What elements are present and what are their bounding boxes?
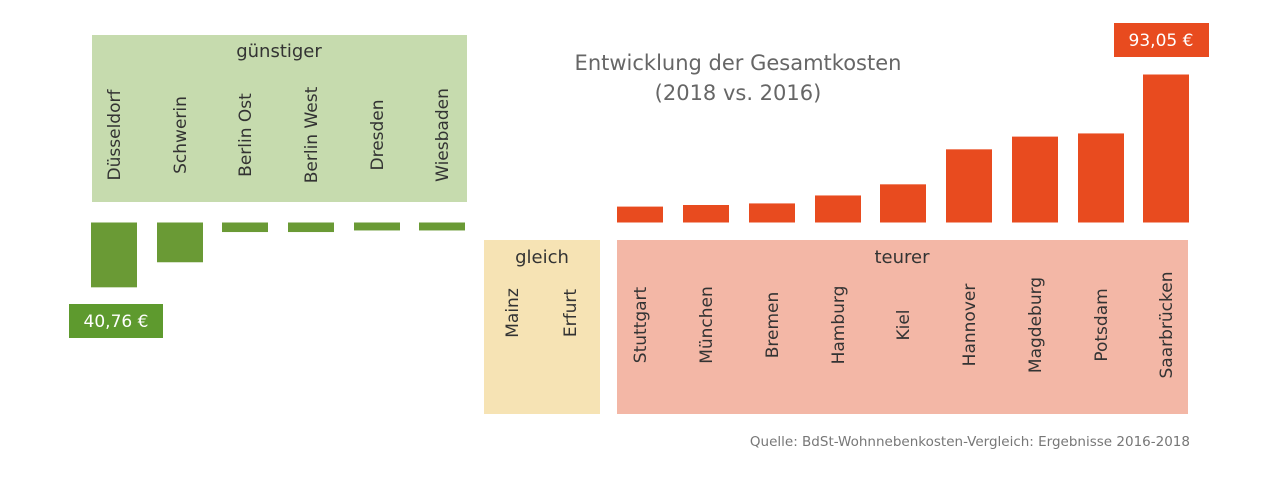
category-label: Schwerin [171,96,191,174]
category-label: Düsseldorf [105,89,125,181]
min-callout: 40,76 € [69,304,163,338]
bar-wiesbaden [419,222,465,231]
group-bg-pricier [617,240,1188,414]
category-label: Stuttgart [631,286,651,363]
category-label: Dresden [368,99,388,170]
category-label: Erfurt [561,289,581,337]
max-callout-box [1114,23,1209,57]
bar-potsdam [1078,133,1124,223]
bar-magdeburg [1012,136,1058,223]
bar-kiel [880,184,926,223]
bars-layer [91,74,1189,288]
bar-berlin-west [288,222,334,233]
category-label: Magdeburg [1026,277,1046,373]
category-label: München [697,286,717,364]
category-label: Mainz [503,288,523,338]
bar-stuttgart [617,206,663,223]
category-label: Potsdam [1092,288,1112,361]
source-note: Quelle: BdSt-Wohnnebenkosten-Vergleich: … [750,434,1190,450]
category-label: Berlin West [302,86,322,183]
category-label: Hamburg [829,286,849,365]
bar-hannover [946,149,992,223]
category-labels-layer: Düsseldorf Schwerin Berlin Ost Berlin West D… [105,86,1177,378]
group-label-equal: gleich [515,247,569,268]
chart-title-line2: (2018 vs. 2016) [655,81,822,105]
bar-hamburg [815,195,861,223]
category-label: Berlin Ost [236,93,256,177]
bar-dresden [354,222,400,231]
bar-schwerin [157,222,203,263]
bar-münchen [683,205,729,223]
bar-bremen [749,203,795,223]
category-label: Kiel [894,309,914,340]
group-bg-equal [484,240,600,414]
group-label-cheaper: günstiger [236,41,322,62]
min-callout-label: 40,76 € [84,312,149,332]
category-label: Saarbrücken [1157,272,1177,379]
category-label: Bremen [763,292,783,359]
chart-title-line1: Entwicklung der Gesamtkosten [575,51,902,75]
bar-berlin-ost [222,222,268,233]
category-label: Hannover [960,284,980,367]
max-callout: 93,05 € [1114,23,1209,57]
bar-saarbrücken [1143,74,1189,223]
bar-düsseldorf [91,222,137,288]
group-label-pricier: teurer [874,247,930,268]
min-callout-box [69,304,163,338]
category-label: Wiesbaden [433,88,453,182]
group-bg-cheaper [92,35,467,202]
max-callout-label: 93,05 € [1129,31,1194,51]
